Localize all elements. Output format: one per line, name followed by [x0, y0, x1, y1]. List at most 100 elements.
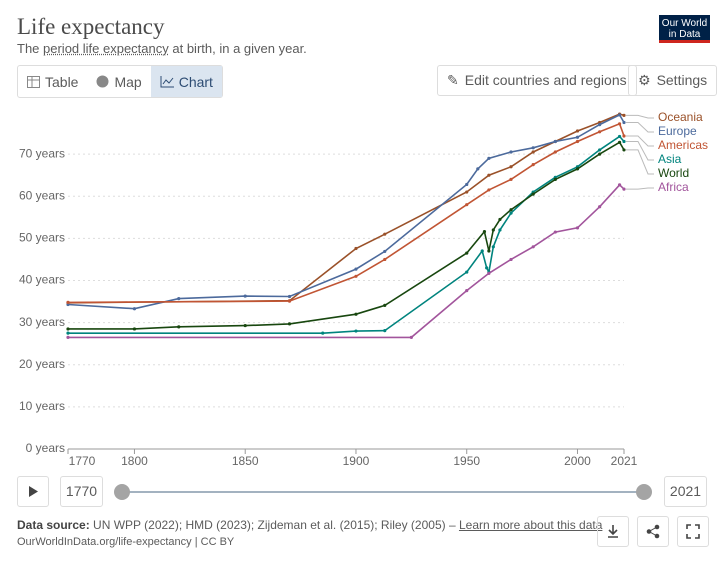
legend-leader	[626, 140, 654, 161]
download-button[interactable]	[597, 516, 629, 547]
fullscreen-icon	[686, 524, 700, 539]
url[interactable]: OurWorldInData.org/life-expectancy | CC …	[17, 536, 235, 548]
point	[287, 294, 292, 299]
point	[509, 150, 513, 154]
point	[491, 245, 495, 249]
point	[66, 335, 70, 339]
legend-label: World	[658, 166, 689, 180]
point	[531, 245, 535, 249]
point	[598, 123, 602, 127]
point	[243, 294, 247, 298]
share-button[interactable]	[637, 516, 669, 547]
point	[598, 152, 602, 156]
point	[553, 150, 557, 154]
legend-leader	[626, 122, 654, 133]
point	[487, 188, 491, 192]
point	[622, 148, 626, 152]
point	[487, 271, 491, 275]
point	[491, 228, 495, 232]
point	[575, 167, 580, 171]
point	[622, 139, 626, 144]
point	[575, 135, 580, 139]
source-label: Data source:	[17, 518, 90, 532]
point	[509, 257, 513, 262]
chart: 0 years 10 years 20 years 30 years 40 years 5…	[19, 110, 708, 468]
point	[132, 307, 137, 311]
y-tick-label: 10 years	[19, 399, 65, 413]
point	[553, 177, 557, 181]
title: Life expectancy	[17, 14, 165, 39]
source-note: Data source: UN WPP (2022); HMD (2023); …	[17, 518, 602, 532]
learn-more-link[interactable]: Learn more about this data	[458, 518, 603, 532]
edit-button[interactable]: ✎ Edit countries and regions	[437, 65, 637, 96]
table-icon	[27, 75, 40, 88]
tab[interactable]: Map	[87, 66, 150, 97]
tab-bar: Table Map Chart	[17, 65, 223, 98]
fullscreen-button[interactable]	[677, 516, 709, 547]
legend-label: Asia	[658, 152, 682, 166]
point	[66, 300, 70, 305]
play-button[interactable]	[17, 476, 49, 507]
series-line	[67, 113, 625, 304]
map-icon	[96, 75, 109, 88]
point	[617, 113, 622, 117]
point	[487, 249, 491, 253]
logo[interactable]: Our World in Data	[659, 15, 710, 43]
point	[553, 230, 557, 234]
point	[66, 331, 70, 335]
subtitle-text: at birth, in a given year.	[168, 41, 307, 56]
tab-label: Table	[45, 73, 79, 90]
point	[465, 270, 469, 274]
x-tick-label: 2000	[564, 454, 591, 468]
series-line	[67, 122, 625, 304]
point	[575, 226, 580, 230]
point	[617, 183, 622, 187]
share-icon	[646, 524, 660, 539]
y-tick-label: 70 years	[19, 146, 65, 160]
point	[383, 249, 387, 254]
download-icon	[608, 525, 618, 538]
point	[509, 165, 513, 169]
x-tick-label: 2021	[611, 454, 638, 468]
legend-leader	[626, 114, 654, 119]
point	[598, 130, 602, 134]
y-tick-label: 20 years	[19, 357, 65, 371]
tab[interactable]: Table	[18, 66, 87, 97]
legend-leader	[626, 187, 654, 190]
point	[598, 205, 602, 209]
button-label: Edit countries and regions	[464, 72, 627, 88]
point	[465, 190, 469, 194]
timeline-end[interactable]: 2021	[664, 476, 707, 507]
point	[132, 327, 137, 331]
y-tick-label: 50 years	[19, 231, 65, 245]
point	[476, 167, 480, 171]
legend-leader	[626, 149, 654, 175]
settings-button[interactable]: ⚙ Settings	[628, 65, 717, 96]
tab-label: Chart	[178, 73, 213, 90]
point	[509, 177, 513, 181]
chart-icon	[160, 75, 174, 87]
timeline-start[interactable]: 1770	[60, 476, 103, 507]
subtitle: The period life expectancy at birth, in …	[17, 41, 307, 56]
tab[interactable]: Chart	[150, 66, 222, 97]
point	[354, 246, 358, 251]
subtitle-link[interactable]: period life expectancy	[43, 41, 169, 56]
point	[465, 251, 469, 255]
timeline-slider[interactable]	[110, 480, 658, 504]
point	[480, 249, 484, 253]
point	[487, 173, 491, 177]
y-tick-label: 60 years	[19, 188, 65, 202]
point	[617, 140, 622, 144]
source-text: UN WPP (2022); HMD (2023); Zijdeman et a…	[89, 518, 459, 532]
point	[177, 297, 181, 301]
tab-label: Map	[114, 73, 142, 90]
point	[485, 266, 489, 270]
y-tick-label: 30 years	[19, 315, 65, 329]
point	[354, 267, 358, 271]
x-tick-label: 1770	[69, 454, 96, 468]
y-tick-label: 0 years	[26, 441, 65, 455]
point	[498, 228, 502, 232]
point	[598, 148, 602, 152]
point	[509, 208, 513, 212]
